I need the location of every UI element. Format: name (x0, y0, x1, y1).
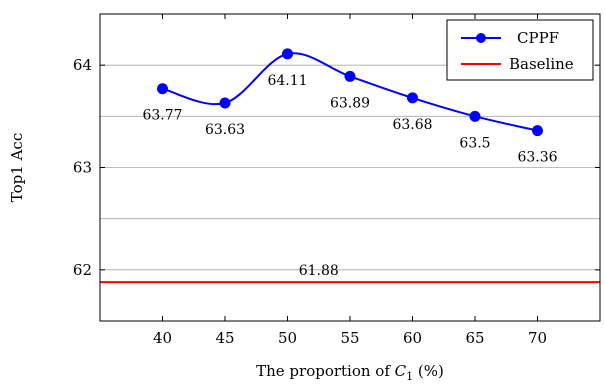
x-tick-label: 45 (215, 329, 234, 347)
data-label-cppf: 64.11 (267, 73, 307, 89)
data-label-cppf: 63.63 (205, 122, 245, 138)
data-label-cppf: 63.36 (517, 150, 557, 166)
cppf-point (157, 83, 168, 95)
y-tick-label: 64 (73, 56, 92, 74)
cppf-point (407, 92, 418, 104)
x-tick-label: 55 (340, 329, 359, 347)
cppf-point (282, 48, 293, 60)
x-tick-label: 50 (278, 329, 297, 347)
cppf-point (219, 97, 231, 109)
y-tick-label: 62 (73, 261, 92, 279)
data-label-cppf: 63.89 (330, 95, 370, 111)
x-axis-title: The proportion of C1 (%) (256, 362, 444, 383)
data-label-cppf: 63.68 (392, 117, 432, 133)
data-labels: 61.88 63.77 63.63 64.11 63.89 63.68 63.5 63.36 (142, 73, 557, 279)
grid-lines (100, 64, 600, 271)
legend-label-baseline: Baseline (509, 55, 574, 73)
data-label-cppf: 63.77 (142, 108, 182, 124)
y-ticks: 62 63 64 (73, 56, 600, 279)
legend-label-cppf: CPPF (517, 29, 559, 47)
cppf-point (532, 125, 543, 137)
legend: CPPF Baseline (446, 19, 594, 81)
x-ticks: 40 45 50 55 60 65 70 (153, 14, 547, 347)
y-axis-title: Top1 Acc (8, 133, 26, 202)
x-tick-label: 70 (528, 329, 547, 347)
data-label-baseline: 61.88 (299, 263, 339, 279)
plot-frame (99, 13, 601, 322)
series (100, 48, 600, 284)
x-tick-label: 60 (403, 329, 422, 347)
x-tick-label: 40 (153, 329, 172, 347)
cppf-point (469, 110, 481, 122)
data-label-cppf: 63.5 (459, 135, 490, 151)
x-tick-label: 65 (465, 329, 484, 347)
legend-box (446, 19, 594, 81)
legend-marker-cppf (476, 33, 486, 43)
y-tick-label: 63 (73, 159, 92, 177)
cppf-point (344, 70, 356, 82)
